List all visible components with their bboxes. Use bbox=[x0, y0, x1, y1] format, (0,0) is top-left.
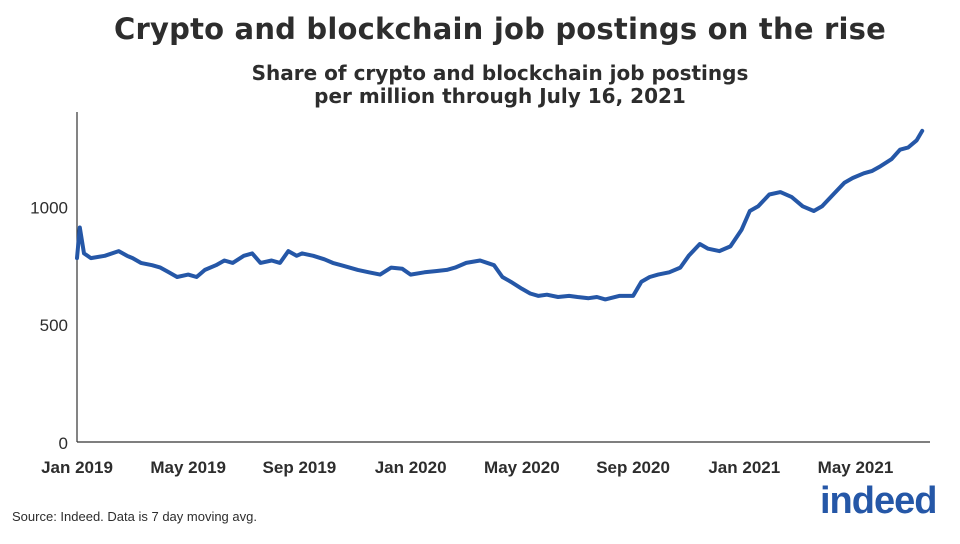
x-tick-label: Jan 2021 bbox=[708, 458, 780, 477]
subtitle-line-2: per million through July 16, 2021 bbox=[314, 84, 686, 108]
y-tick-label: 0 bbox=[59, 434, 68, 453]
series-line bbox=[75, 128, 925, 302]
y-tick-label: 1000 bbox=[30, 198, 68, 217]
x-tick-label: Jan 2019 bbox=[41, 458, 113, 477]
chart-subtitle: Share of crypto and blockchain job posti… bbox=[0, 62, 960, 108]
chart-title: Crypto and blockchain job postings on th… bbox=[114, 12, 886, 46]
x-tick-label: May 2020 bbox=[484, 458, 560, 477]
indeed-logo: indeed bbox=[820, 480, 937, 522]
x-tick-label: May 2019 bbox=[150, 458, 226, 477]
x-tick-label: May 2021 bbox=[818, 458, 894, 477]
source-note: Source: Indeed. Data is 7 day moving avg… bbox=[12, 509, 257, 524]
subtitle-line-1: Share of crypto and blockchain job posti… bbox=[251, 61, 749, 85]
x-tick-label: Jan 2020 bbox=[375, 458, 447, 477]
x-tick-label: Sep 2019 bbox=[263, 458, 337, 477]
y-tick-label: 500 bbox=[40, 316, 68, 335]
x-tick-label: Sep 2020 bbox=[596, 458, 670, 477]
